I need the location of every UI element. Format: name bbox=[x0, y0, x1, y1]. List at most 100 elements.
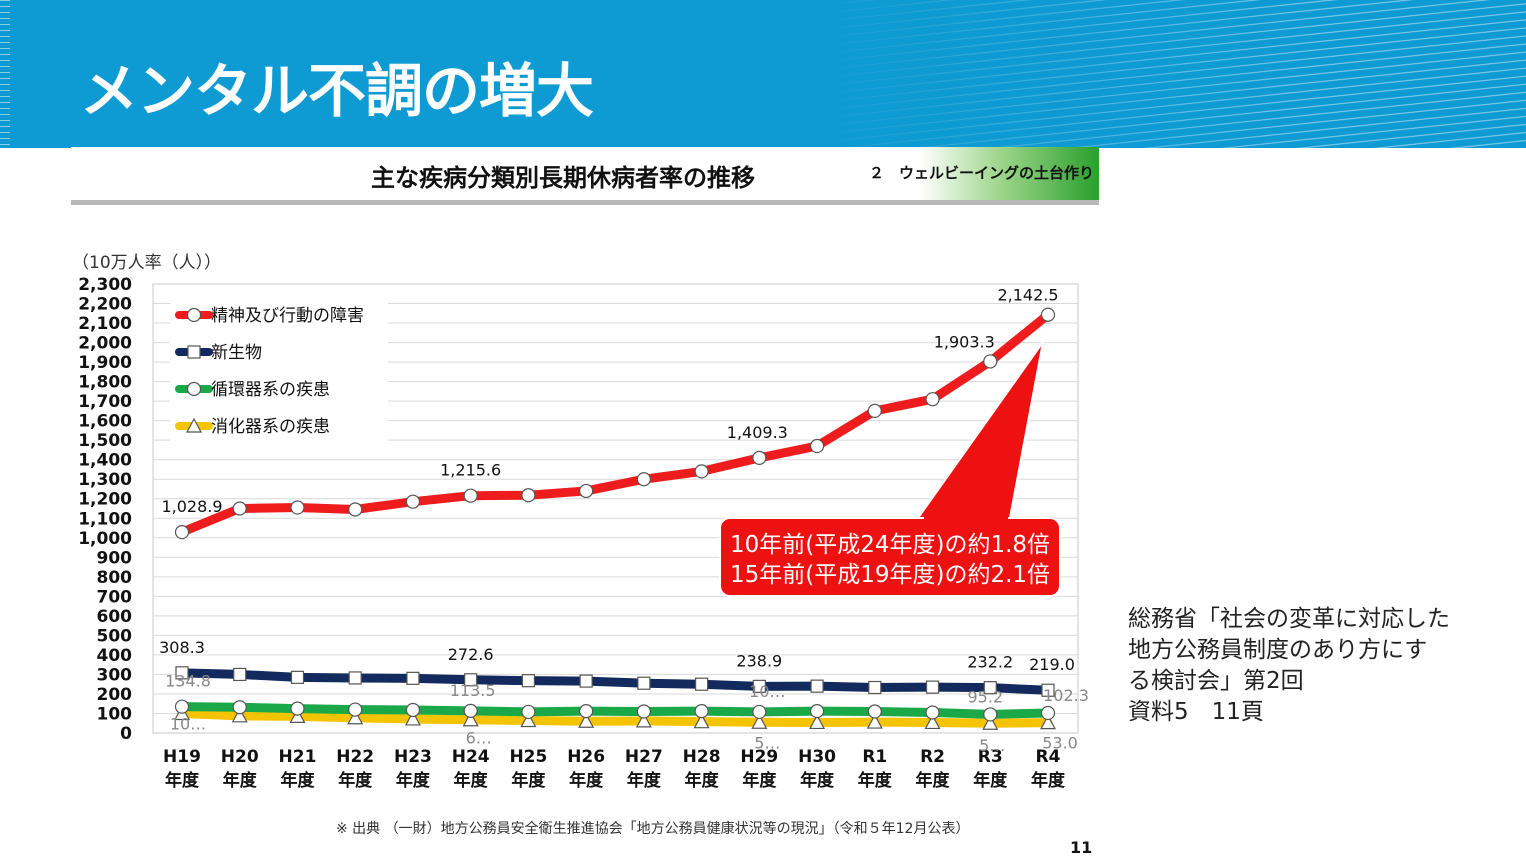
data-point bbox=[983, 354, 998, 369]
data-point bbox=[810, 679, 824, 693]
data-point bbox=[579, 674, 593, 688]
y-tick-label: 100 bbox=[97, 704, 133, 724]
data-label: 2,142.5 bbox=[997, 286, 1058, 305]
data-point bbox=[925, 705, 940, 720]
data-label: 232.2 bbox=[967, 653, 1013, 672]
data-label: 5… bbox=[754, 733, 780, 752]
data-label: 53.0 bbox=[1042, 734, 1078, 753]
x-tick-label: H21 bbox=[279, 747, 317, 767]
legend-marker bbox=[186, 381, 202, 397]
legend-marker bbox=[186, 307, 202, 323]
y-axis-label: （10万人率（人）） bbox=[72, 253, 221, 273]
data-label: 1,409.3 bbox=[727, 423, 788, 442]
x-tick-label: H27 bbox=[625, 747, 663, 767]
data-point bbox=[289, 708, 306, 724]
data-point bbox=[404, 710, 421, 726]
legend-label: 新生物 bbox=[211, 343, 262, 363]
callout-line-1: 10年前(平成24年度)の約1.8倍 bbox=[730, 532, 1050, 558]
side-note-line-2: 地方公務員制度のあり方にす bbox=[1128, 637, 1428, 663]
legend-label: 消化器系の疾患 bbox=[211, 417, 330, 437]
source-note: ※ 出典 （一財）地方公務員安全衛生推進協会「地方公務員健康状況等の現況」（令和… bbox=[336, 821, 970, 837]
x-tick-label-unit: 年度 bbox=[454, 770, 489, 791]
x-tick-label: H23 bbox=[394, 747, 432, 767]
y-tick-label: 600 bbox=[97, 607, 133, 627]
series-2 bbox=[175, 666, 1055, 697]
data-label: 1,215.6 bbox=[440, 461, 501, 480]
legend-label: 精神及び行動の障害 bbox=[211, 306, 364, 326]
side-note-line-4: 資料5 11頁 bbox=[1128, 699, 1264, 725]
y-tick-label: 900 bbox=[97, 548, 133, 568]
x-tick-label-unit: 年度 bbox=[973, 770, 1008, 791]
y-tick-label: 700 bbox=[97, 587, 133, 607]
y-tick-label: 1,100 bbox=[78, 509, 132, 529]
x-tick-label: H30 bbox=[798, 747, 836, 767]
page-number: 11 bbox=[1070, 838, 1093, 857]
y-tick-label: 1,300 bbox=[78, 470, 132, 490]
data-point bbox=[809, 438, 825, 454]
legend-item: 精神及び行動の障害 bbox=[175, 306, 364, 326]
data-point bbox=[925, 392, 940, 407]
data-label: 102.3 bbox=[1043, 686, 1089, 705]
data-point bbox=[1041, 683, 1055, 697]
data-point bbox=[232, 700, 247, 715]
legend-marker bbox=[187, 345, 201, 359]
legend-box bbox=[170, 298, 388, 444]
legend-item: 消化器系の疾患 bbox=[175, 417, 330, 437]
data-point bbox=[925, 680, 940, 694]
x-axis-ticks: H19 年度 H20 年度 H21 年度 H22 年度 H23 年度 H24 年度 H25 年度 H26 年度… bbox=[163, 747, 1066, 791]
x-tick-label: H29 bbox=[740, 747, 778, 767]
data-point bbox=[174, 525, 190, 540]
legend-item: 新生物 bbox=[175, 343, 262, 363]
y-tick-label: 2,300 bbox=[78, 275, 132, 295]
legend-label: 循環器系の疾患 bbox=[211, 380, 330, 400]
data-point bbox=[982, 714, 999, 730]
series-line bbox=[177, 708, 1053, 728]
data-label: 134.8 bbox=[165, 672, 211, 691]
y-tick-label: 1,200 bbox=[78, 490, 132, 510]
data-label: 6… bbox=[466, 729, 492, 748]
slide-header: 主な疾病分類別長期休病者率の推移 ２ ウェルビーイングの土台作り bbox=[71, 147, 1099, 205]
x-tick-label-unit: 年度 bbox=[338, 770, 373, 791]
x-tick-label-unit: 年度 bbox=[800, 770, 835, 791]
callout-pointer-joint bbox=[924, 516, 1008, 522]
data-point bbox=[521, 488, 536, 503]
x-tick-label: H19 bbox=[163, 747, 201, 767]
page-title: メンタル不調の増大 bbox=[80, 57, 594, 125]
data-point bbox=[463, 703, 478, 718]
data-point bbox=[752, 450, 767, 465]
data-point bbox=[1040, 705, 1056, 721]
data-point bbox=[637, 676, 651, 690]
side-note: 総務省「社会の変革に対応した 地方公務員制度のあり方にす る検討会」第2回 資料… bbox=[1128, 604, 1488, 728]
y-tick-label: 1,600 bbox=[78, 412, 132, 432]
data-point bbox=[809, 714, 826, 730]
x-tick-label: H26 bbox=[567, 747, 605, 767]
legend-marker bbox=[185, 417, 203, 433]
data-point bbox=[1040, 307, 1056, 322]
data-point bbox=[348, 702, 363, 717]
y-tick-label: 500 bbox=[97, 626, 133, 646]
data-point bbox=[290, 670, 305, 684]
x-tick-label: R3 bbox=[978, 747, 1003, 767]
data-point bbox=[233, 667, 247, 682]
x-tick-label: H25 bbox=[509, 747, 547, 767]
growth-callout: 10年前(平成24年度)の約1.8倍 15年前(平成19年度)の約2.1倍 bbox=[719, 341, 1061, 597]
x-tick-label-unit: 年度 bbox=[685, 770, 720, 791]
data-point bbox=[406, 671, 420, 685]
x-tick-label-unit: 年度 bbox=[165, 770, 200, 791]
data-point bbox=[983, 681, 997, 695]
series-3 bbox=[174, 699, 1056, 722]
data-point bbox=[521, 704, 536, 720]
side-note-line-1: 総務省「社会の変革に対応した bbox=[1128, 606, 1450, 632]
data-point bbox=[578, 713, 595, 728]
data-point bbox=[579, 704, 594, 719]
data-point bbox=[752, 704, 767, 720]
data-label: 1,903.3 bbox=[934, 332, 995, 351]
series-1 bbox=[174, 307, 1056, 540]
title-banner: メンタル不調の増大 bbox=[0, 0, 1526, 148]
x-tick-label: H24 bbox=[452, 747, 490, 767]
x-tick-label-unit: 年度 bbox=[569, 770, 604, 791]
series-line bbox=[177, 668, 1053, 695]
series-line bbox=[177, 310, 1053, 537]
y-tick-label: 800 bbox=[97, 568, 133, 588]
